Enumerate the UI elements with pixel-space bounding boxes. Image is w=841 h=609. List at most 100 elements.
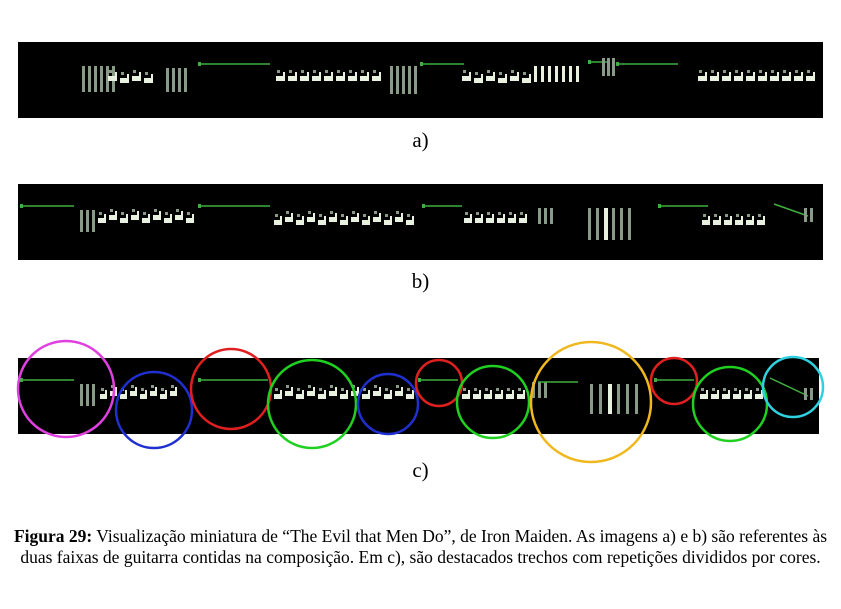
note-block — [396, 385, 399, 388]
note-block — [319, 214, 322, 217]
note-block — [120, 394, 127, 399]
note-block — [98, 218, 106, 223]
note-block — [599, 384, 602, 414]
note-block — [92, 384, 95, 406]
note-block — [289, 70, 292, 73]
note-block — [336, 76, 345, 81]
note-block — [276, 76, 285, 81]
note-block — [285, 217, 293, 222]
note-block — [735, 70, 738, 73]
note-block — [280, 390, 282, 399]
note-block — [82, 66, 85, 92]
note-block — [506, 394, 514, 399]
note-block — [275, 214, 278, 217]
note-block — [407, 388, 410, 391]
note-block — [538, 382, 541, 398]
note-block — [612, 208, 615, 240]
note-block — [508, 218, 516, 223]
note-block — [155, 387, 157, 396]
note-block — [529, 74, 531, 83]
note-block — [166, 68, 169, 92]
note-block — [160, 394, 167, 399]
note-block — [20, 378, 23, 382]
note-block — [111, 385, 114, 388]
note-block — [807, 70, 810, 73]
note-block — [703, 214, 706, 217]
note-block — [132, 76, 141, 81]
note-block — [296, 220, 304, 225]
note-block — [708, 216, 710, 225]
note-block — [493, 72, 495, 81]
note-block — [719, 216, 721, 225]
note-block — [126, 214, 128, 223]
figure-caption: Figura 29: Visualização miniatura de “Th… — [0, 526, 841, 568]
note-block — [99, 212, 102, 215]
note-block — [745, 388, 748, 391]
note-block — [396, 211, 399, 214]
note-block — [725, 214, 728, 217]
note-block — [159, 211, 161, 220]
note-block — [307, 391, 315, 396]
panel-b-label: b) — [411, 269, 430, 293]
note-block — [794, 76, 803, 81]
note-block — [473, 394, 481, 399]
note-block — [105, 390, 107, 399]
note-block — [324, 76, 333, 81]
note-block — [735, 220, 743, 225]
note-block — [789, 72, 791, 81]
note-block — [511, 70, 514, 73]
note-block — [487, 70, 490, 73]
note-block — [522, 78, 531, 83]
note-block — [153, 215, 161, 220]
note-block — [175, 215, 183, 220]
note-block — [747, 214, 750, 217]
note-block — [481, 214, 483, 223]
note-block — [368, 390, 370, 399]
note-block — [133, 70, 136, 73]
note-block — [795, 70, 798, 73]
note-block — [384, 394, 392, 399]
note-block — [402, 66, 405, 94]
note-block — [510, 76, 519, 81]
note-block — [730, 216, 732, 225]
note-block — [596, 208, 599, 240]
note-block — [286, 211, 289, 214]
note-block — [390, 390, 392, 399]
note-block — [368, 216, 370, 225]
note-block — [109, 70, 112, 73]
note-block — [198, 204, 201, 208]
note-block — [137, 211, 139, 220]
note-block — [352, 211, 355, 214]
note-block — [150, 391, 157, 396]
note-block — [335, 213, 337, 222]
note-block — [505, 74, 507, 83]
note-block — [277, 70, 280, 73]
note-block — [374, 385, 377, 388]
note-block — [523, 390, 525, 399]
note-block — [164, 218, 172, 223]
note-block — [171, 385, 174, 388]
note-block — [777, 72, 779, 81]
note-block — [607, 58, 610, 76]
note-block — [468, 390, 470, 399]
note-block — [324, 216, 326, 225]
note-block — [544, 382, 547, 398]
note-block — [462, 76, 471, 81]
note-block — [608, 384, 612, 414]
note-block — [407, 214, 410, 217]
note-block — [330, 211, 333, 214]
note-block — [412, 390, 414, 399]
note-block — [396, 66, 399, 94]
note-block — [318, 220, 326, 225]
note-block — [131, 215, 139, 220]
note-block — [525, 214, 527, 223]
note-block — [523, 72, 526, 75]
note-block — [373, 391, 381, 396]
note-block — [325, 70, 328, 73]
note-block — [307, 217, 315, 222]
note-block — [384, 220, 392, 225]
note-block — [115, 211, 117, 220]
note-block — [804, 208, 807, 222]
highlight-circle-green — [455, 364, 531, 440]
note-block — [476, 212, 479, 215]
